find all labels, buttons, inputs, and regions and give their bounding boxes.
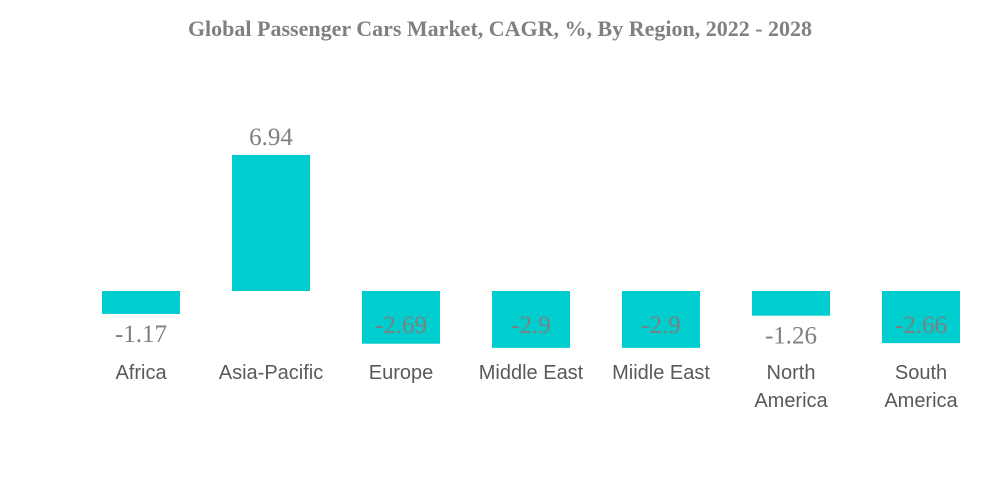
category-label-1: Asia-Pacific <box>219 362 323 384</box>
bar-2 <box>362 291 440 344</box>
category-label-4: Miidle East <box>612 362 710 384</box>
category-label-5-line-0: North <box>767 362 816 384</box>
category-label-6-line-1: America <box>884 390 958 412</box>
data-label-2: -2.69 <box>375 312 427 339</box>
category-label-6-line-0: South <box>895 362 947 384</box>
data-label-4: -2.9 <box>641 312 681 339</box>
category-label-0: Africa <box>115 362 167 384</box>
bar-1 <box>232 154 310 291</box>
bar-0 <box>102 291 180 314</box>
bar-5 <box>752 291 830 316</box>
bar-3 <box>492 291 570 348</box>
data-label-3: -2.9 <box>511 312 551 339</box>
data-label-6: -2.66 <box>895 312 947 339</box>
category-label-5-line-1: America <box>754 390 828 412</box>
bar-4 <box>622 291 700 348</box>
category-label-3: Middle East <box>479 362 584 384</box>
category-label-2: Europe <box>369 362 434 384</box>
data-label-5: -1.26 <box>765 323 817 350</box>
bar-6 <box>882 291 960 344</box>
data-label-1: 6.94 <box>249 124 293 151</box>
chart-title: Global Passenger Cars Market, CAGR, %, B… <box>187 16 813 41</box>
data-label-0: -1.17 <box>115 321 167 348</box>
